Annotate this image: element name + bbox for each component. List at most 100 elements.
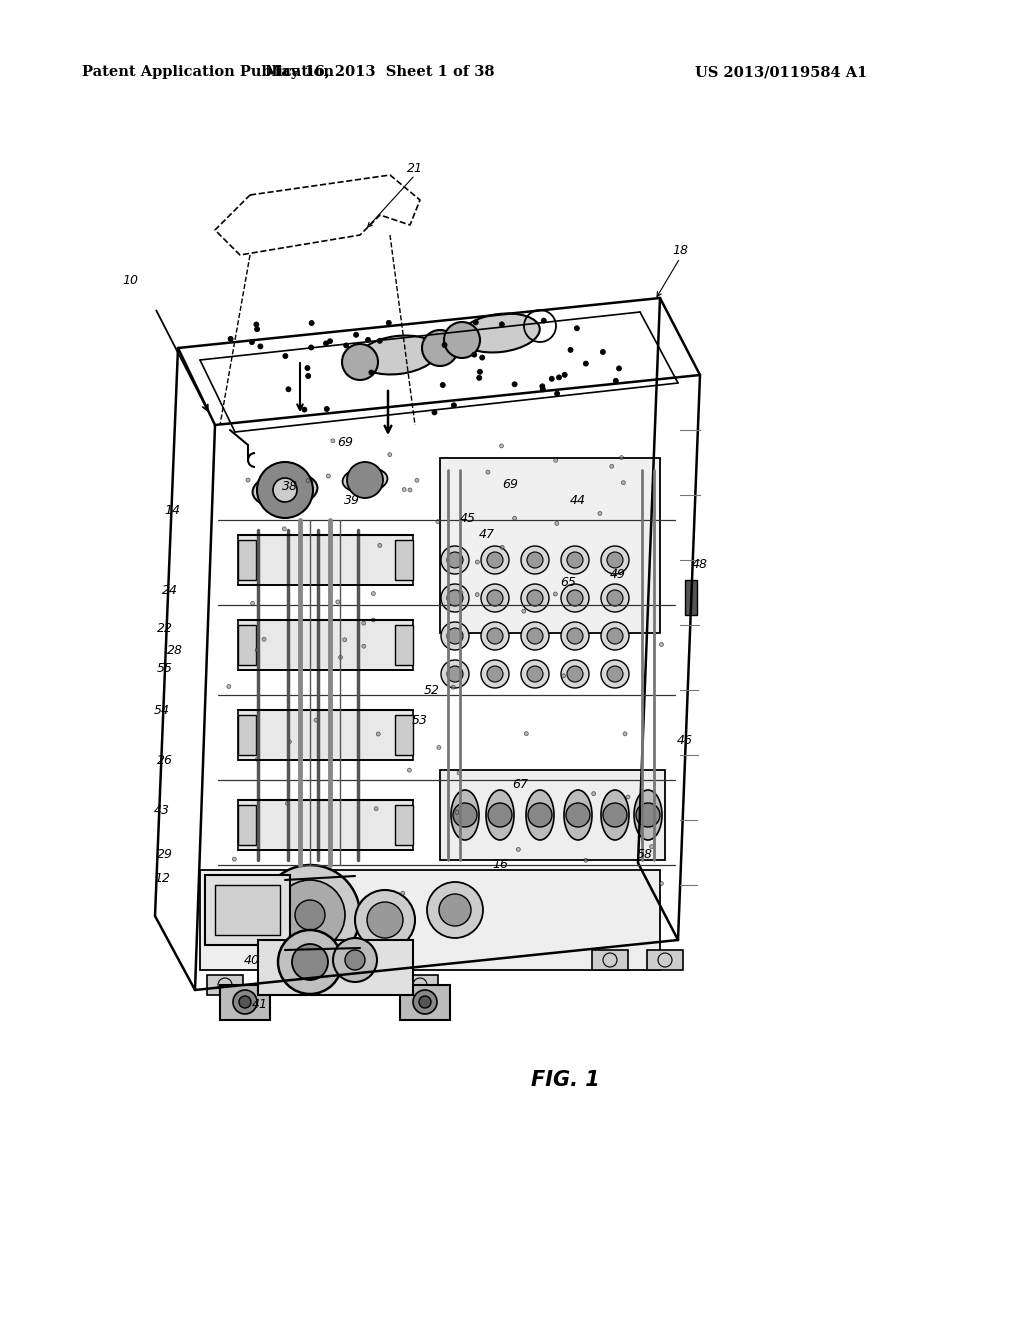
- Circle shape: [339, 655, 342, 660]
- Circle shape: [453, 803, 477, 828]
- Circle shape: [607, 590, 623, 606]
- Circle shape: [452, 685, 456, 689]
- Circle shape: [607, 552, 623, 568]
- Circle shape: [452, 403, 457, 408]
- Bar: [238, 710, 413, 760]
- Circle shape: [481, 660, 509, 688]
- Text: 28: 28: [167, 644, 183, 656]
- Circle shape: [568, 347, 573, 352]
- Circle shape: [367, 902, 403, 939]
- Circle shape: [327, 474, 331, 478]
- Circle shape: [378, 544, 382, 548]
- Bar: [238, 800, 413, 850]
- Circle shape: [475, 593, 479, 597]
- Circle shape: [659, 882, 664, 886]
- Circle shape: [324, 341, 329, 346]
- Circle shape: [436, 520, 440, 524]
- Circle shape: [376, 733, 380, 737]
- Circle shape: [500, 444, 504, 447]
- Circle shape: [455, 810, 459, 814]
- Circle shape: [512, 381, 517, 387]
- Circle shape: [254, 322, 259, 327]
- Bar: [292, 975, 328, 995]
- Text: 49: 49: [610, 569, 626, 582]
- Circle shape: [592, 792, 596, 796]
- Circle shape: [623, 731, 627, 735]
- Circle shape: [481, 622, 509, 649]
- Text: 21: 21: [407, 161, 423, 174]
- Circle shape: [309, 321, 314, 326]
- Circle shape: [542, 318, 546, 323]
- Circle shape: [553, 593, 557, 597]
- Text: 67: 67: [512, 779, 528, 792]
- Circle shape: [260, 865, 360, 965]
- Circle shape: [447, 552, 463, 568]
- Circle shape: [400, 891, 404, 895]
- Circle shape: [344, 343, 349, 348]
- Circle shape: [622, 480, 626, 484]
- Circle shape: [457, 771, 461, 775]
- Text: 55: 55: [157, 661, 173, 675]
- Circle shape: [521, 546, 549, 574]
- Bar: [205, 875, 290, 945]
- Circle shape: [561, 675, 565, 678]
- Text: 52: 52: [424, 684, 440, 697]
- Circle shape: [366, 338, 371, 342]
- Circle shape: [292, 944, 328, 979]
- Bar: [200, 870, 660, 970]
- Text: 48: 48: [692, 558, 708, 572]
- Text: 40: 40: [244, 953, 260, 966]
- Bar: [238, 535, 413, 585]
- Text: 24: 24: [162, 583, 178, 597]
- Circle shape: [440, 383, 445, 388]
- Circle shape: [562, 372, 567, 378]
- Circle shape: [574, 326, 580, 331]
- Text: 58: 58: [637, 849, 653, 862]
- Text: 65: 65: [560, 577, 575, 590]
- Text: US 2013/0119584 A1: US 2013/0119584 A1: [695, 65, 867, 79]
- Circle shape: [616, 366, 622, 371]
- Ellipse shape: [634, 789, 662, 840]
- Text: 45: 45: [460, 511, 476, 524]
- Circle shape: [561, 583, 589, 612]
- Circle shape: [432, 411, 437, 414]
- Circle shape: [374, 807, 378, 810]
- Circle shape: [500, 322, 505, 327]
- Circle shape: [601, 660, 629, 688]
- Bar: [440, 770, 665, 861]
- Circle shape: [527, 590, 543, 606]
- Circle shape: [286, 801, 290, 805]
- Circle shape: [283, 527, 287, 531]
- Circle shape: [283, 354, 288, 359]
- Circle shape: [361, 622, 366, 626]
- Circle shape: [487, 667, 503, 682]
- Circle shape: [607, 667, 623, 682]
- Circle shape: [437, 746, 441, 750]
- Circle shape: [481, 583, 509, 612]
- Circle shape: [419, 997, 431, 1008]
- Circle shape: [521, 660, 549, 688]
- Circle shape: [369, 370, 374, 375]
- Circle shape: [305, 366, 310, 371]
- Circle shape: [584, 858, 588, 862]
- Circle shape: [584, 362, 589, 366]
- Circle shape: [527, 667, 543, 682]
- Circle shape: [527, 552, 543, 568]
- Circle shape: [255, 326, 260, 331]
- Circle shape: [347, 462, 383, 498]
- Ellipse shape: [451, 789, 479, 840]
- Circle shape: [659, 643, 664, 647]
- Ellipse shape: [526, 789, 554, 840]
- Text: 14: 14: [164, 503, 180, 516]
- Bar: [220, 985, 270, 1020]
- Ellipse shape: [343, 467, 387, 492]
- Circle shape: [528, 803, 552, 828]
- Circle shape: [233, 990, 257, 1014]
- Circle shape: [402, 487, 407, 491]
- Text: 38: 38: [282, 480, 298, 494]
- Circle shape: [228, 337, 233, 342]
- Text: 44: 44: [570, 494, 586, 507]
- Circle shape: [295, 900, 325, 931]
- Circle shape: [540, 384, 545, 389]
- Text: 69: 69: [502, 479, 518, 491]
